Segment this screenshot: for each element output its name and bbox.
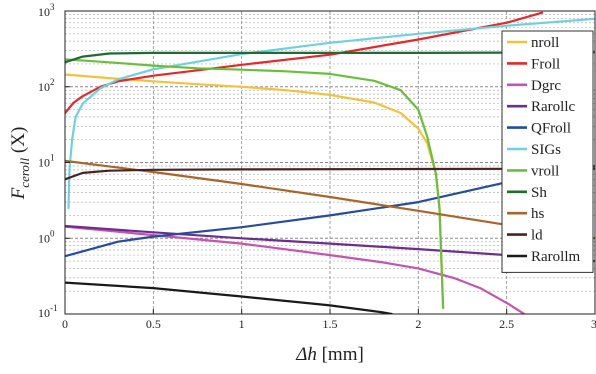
series-line-froll — [65, 11, 544, 115]
legend-label-nroll: nroll — [531, 35, 559, 51]
x-axis-label: Δh [mm] — [295, 344, 364, 365]
y-tick-label: 10-1 — [38, 303, 58, 320]
series-line-dgrc — [65, 225, 526, 314]
series-line-qfroll — [65, 164, 595, 258]
y-tick-label: 103 — [38, 2, 55, 19]
x-tick-label: 0 — [62, 317, 68, 331]
legend-label-rarollm: Rarollm — [531, 249, 580, 265]
legend-label-qfroll: QFroll — [531, 121, 571, 137]
x-tick-label: 2 — [415, 317, 421, 331]
x-axis-label-unit: [mm] — [317, 344, 364, 365]
legend-box — [501, 30, 594, 273]
y-axis-label: Fceroll (X) — [8, 127, 32, 201]
x-tick-label: 3 — [591, 317, 596, 331]
series-line-rarollm — [65, 281, 393, 314]
x-tick-label: 1 — [239, 317, 245, 331]
legend-label-sh: Sh — [531, 185, 547, 201]
y-tick-label: 102 — [38, 77, 55, 94]
legend: nroll Froll Dgrc Rarollc QFroll SIGs vroll Sh hs… — [501, 30, 594, 273]
legend-label-sigs: SIGs — [531, 142, 561, 158]
plot-frame — [64, 10, 596, 315]
y-tick-label: 101 — [38, 153, 55, 170]
series-line-sh — [65, 51, 595, 64]
legend-label-froll: Froll — [531, 56, 560, 72]
legend-label-ld: ld — [531, 228, 543, 244]
series-line-ld — [65, 167, 595, 181]
legend-label-hs: hs — [531, 206, 545, 222]
legend-label-vroll: vroll — [531, 163, 559, 179]
y-axis-label-suffix: (X) — [8, 127, 29, 158]
series-line-sigs — [67, 17, 595, 210]
x-axis-label-main: Δh — [295, 344, 317, 365]
y-axis-label-sub: ceroll — [17, 157, 32, 187]
x-tick-label: 0.5 — [146, 317, 161, 331]
legend-label-rarollc: Rarollc — [531, 99, 575, 115]
x-tick-label: 2.5 — [499, 317, 514, 331]
axis-ticks: 0 0.5 1 1.5 2 2.5 3 10-1 100 101 102 103 — [38, 2, 596, 331]
y-tick-label: 100 — [38, 228, 55, 245]
legend-label-dgrc: Dgrc — [531, 78, 561, 94]
y-axis-label-main: F — [8, 187, 29, 200]
x-tick-label: 1.5 — [323, 317, 338, 331]
